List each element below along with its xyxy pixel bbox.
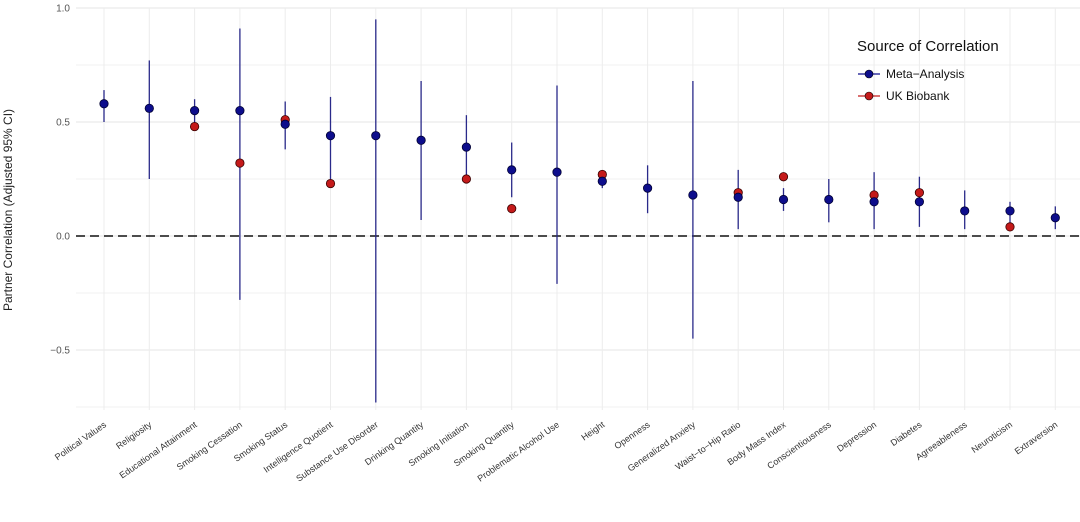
x-tick-label: Depression <box>835 419 878 453</box>
meta-analysis-point <box>778 194 789 205</box>
meta-analysis-point <box>1050 213 1060 223</box>
ukbiobank-point <box>461 174 471 184</box>
ukbiobank-point <box>507 204 517 214</box>
y-axis-label: Partner Correlation (Adjusted 95% CI) <box>1 109 15 311</box>
meta-analysis-point <box>280 119 290 129</box>
y-tick-label: 1.0 <box>56 4 70 15</box>
x-tick-label: Religiosity <box>114 419 154 451</box>
legend: Source of Correlation Meta−Analysis UK Bi… <box>857 38 999 103</box>
meta-analysis-point <box>416 135 426 145</box>
x-tick-label: Agreeableness <box>914 419 969 462</box>
meta-analysis-point <box>144 103 154 113</box>
legend-title: Source of Correlation <box>857 38 999 55</box>
x-tick-label: Educational Attainment <box>118 419 200 480</box>
meta-analysis-point <box>688 190 698 200</box>
x-tick-label: Problematic Alcohol Use <box>476 419 562 483</box>
ukbiobank-point <box>235 158 245 168</box>
y-axis: 1.0 0.5 0.0 −0.5 <box>50 4 70 357</box>
legend-key-point <box>864 69 874 79</box>
meta-analysis-point <box>1005 206 1015 216</box>
meta-analysis-point <box>235 106 245 116</box>
meta-analysis-point <box>325 131 336 141</box>
y-tick-label: 0.5 <box>56 118 70 129</box>
legend-entry-label: UK Biobank <box>886 89 950 103</box>
meta-analysis-point <box>824 194 834 205</box>
x-tick-label: Neuroticism <box>969 419 1014 454</box>
meta-analysis-point <box>507 165 517 175</box>
x-tick-label: Diabetes <box>889 419 924 448</box>
ukbiobank-point <box>778 172 789 182</box>
meta-analysis-point <box>960 206 970 216</box>
meta-analysis-point <box>733 192 743 202</box>
ukbiobank-point <box>190 121 200 132</box>
meta-analysis-point <box>552 167 562 177</box>
meta-analysis-point <box>642 183 653 193</box>
x-tick-label: Substance Use Disorder <box>294 419 380 483</box>
meta-analysis-point <box>371 131 381 141</box>
x-tick-label: Political Values <box>53 419 109 462</box>
legend-key-point <box>864 91 874 101</box>
ukbiobank-point <box>325 178 336 189</box>
meta-analysis-point <box>597 176 607 186</box>
x-tick-label: Height <box>579 419 606 442</box>
meta-analysis-point <box>914 197 925 207</box>
meta-analysis-point <box>461 142 471 152</box>
y-tick-label: 0.0 <box>56 232 70 243</box>
meta-analysis-point <box>190 106 200 116</box>
legend-entry-label: Meta−Analysis <box>886 67 964 81</box>
ukbiobank-point <box>914 188 925 198</box>
meta-analysis-point <box>869 197 879 207</box>
meta-analysis-point <box>99 99 109 109</box>
data-points <box>99 99 1060 232</box>
x-tick-label: Openness <box>612 419 652 451</box>
x-tick-label: Extraversion <box>1013 419 1060 456</box>
y-tick-label: −0.5 <box>50 346 70 357</box>
ukbiobank-point <box>1005 222 1015 232</box>
